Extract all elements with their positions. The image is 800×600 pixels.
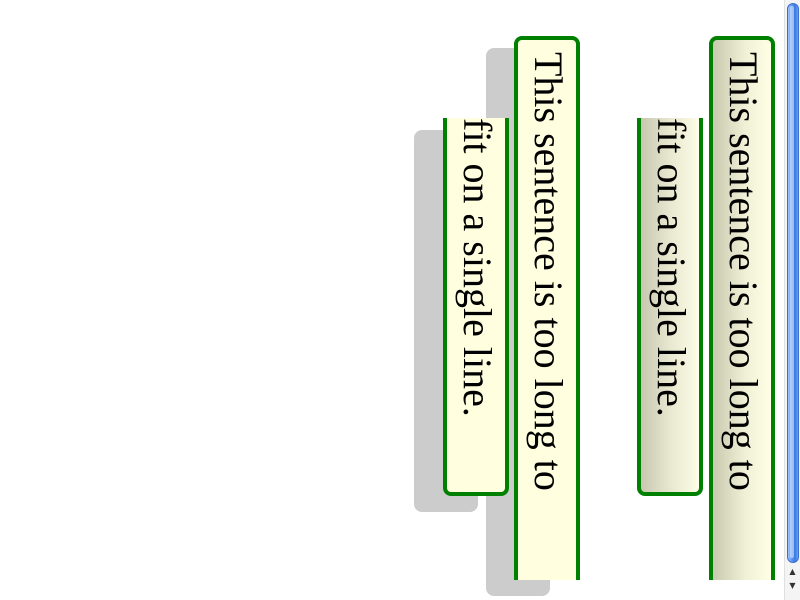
scrollbar-thumb-highlight	[790, 6, 794, 558]
primary-text-box-left: This sentence is too long to	[514, 36, 580, 580]
vertical-scrollbar[interactable]: ▲ ▼	[784, 0, 800, 600]
secondary-text-box-left: fit on a single line.	[443, 118, 509, 496]
primary-text-box-right: This sentence is too long to	[709, 36, 775, 580]
primary-sentence-left: This sentence is too long to	[526, 52, 571, 491]
scrollbar-thumb[interactable]	[787, 3, 799, 563]
secondary-sentence-right: fit on a single line.	[649, 118, 694, 417]
scroll-up-arrow-icon[interactable]: ▲	[789, 567, 796, 576]
scroll-down-arrow-icon[interactable]: ▼	[789, 581, 796, 590]
secondary-sentence-left: fit on a single line.	[455, 118, 500, 417]
secondary-text-box-right: fit on a single line.	[637, 118, 703, 496]
primary-sentence-right: This sentence is too long to	[721, 52, 766, 491]
